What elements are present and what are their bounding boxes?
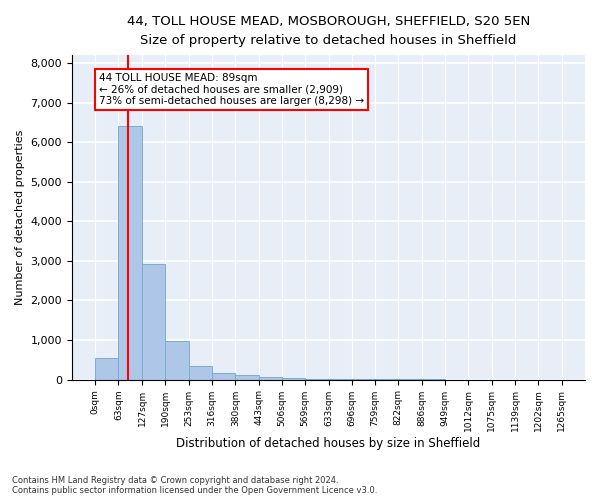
Bar [165,341,188,380]
Bar [95,358,118,380]
Bar [259,376,282,380]
Text: 44 TOLL HOUSE MEAD: 89sqm
← 26% of detached houses are smaller (2,909)
73% of se: 44 TOLL HOUSE MEAD: 89sqm ← 26% of detac… [99,73,364,106]
Y-axis label: Number of detached properties: Number of detached properties [15,130,25,305]
Bar [305,379,329,380]
Bar [142,264,165,380]
Text: Contains HM Land Registry data © Crown copyright and database right 2024.
Contai: Contains HM Land Registry data © Crown c… [12,476,377,495]
Bar [212,374,235,380]
Bar [282,378,305,380]
X-axis label: Distribution of detached houses by size in Sheffield: Distribution of detached houses by size … [176,437,481,450]
Bar [118,126,142,380]
Bar [188,366,212,380]
Bar [235,375,259,380]
Title: 44, TOLL HOUSE MEAD, MOSBOROUGH, SHEFFIELD, S20 5EN
Size of property relative to: 44, TOLL HOUSE MEAD, MOSBOROUGH, SHEFFIE… [127,15,530,47]
